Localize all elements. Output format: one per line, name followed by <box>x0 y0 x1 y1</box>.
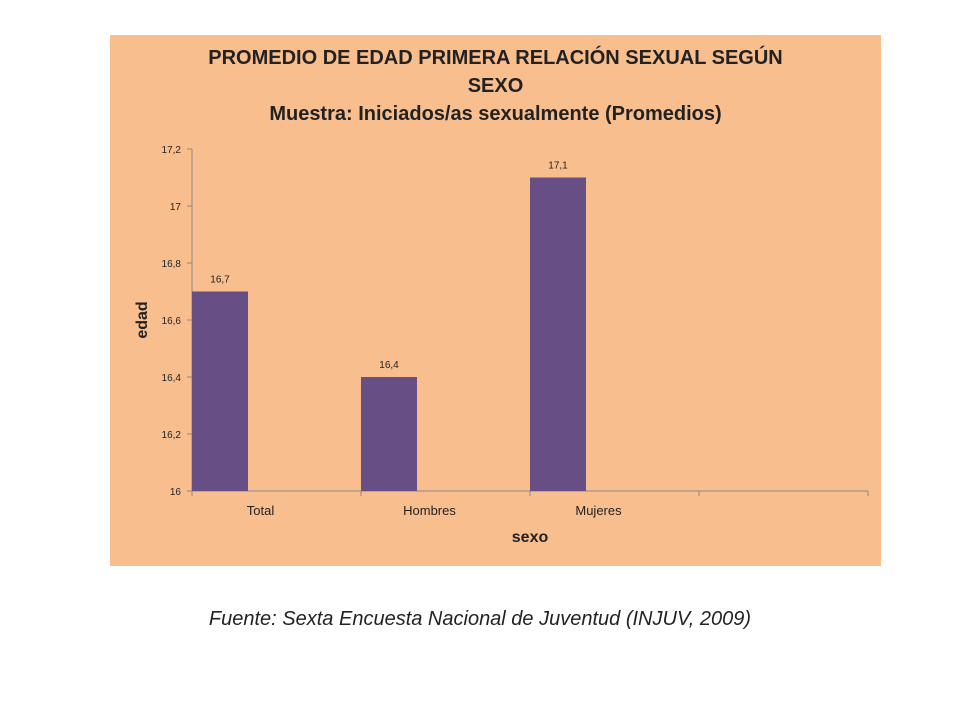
source-note: Fuente: Sexta Encuesta Nacional de Juven… <box>208 608 752 630</box>
data-label: 16,4 <box>379 360 399 371</box>
y-tick-label: 16,8 <box>162 259 182 270</box>
chart-title-line-2: SEXO <box>467 75 524 97</box>
data-label: 16,7 <box>210 275 230 286</box>
x-tick-label: Mujeres <box>575 503 622 518</box>
data-labels: 16,7 16,4 17,1 <box>210 161 568 372</box>
x-tick-label: Total <box>247 503 275 518</box>
y-tick-label: 17,2 <box>162 145 182 156</box>
chart-title-line-1: PROMEDIO DE EDAD PRIMERA RELACIÓN SEXUAL… <box>208 47 783 69</box>
chart-subtitle: Muestra: Iniciados/as sexualmente (Prome… <box>269 103 722 125</box>
bars <box>192 177 586 491</box>
y-tick-label: 16,4 <box>162 373 182 384</box>
y-axis: 16 16,2 16,4 16,6 16,8 17 17,2 <box>162 145 193 498</box>
y-tick-label: 16,2 <box>162 430 182 441</box>
chart-title: PROMEDIO DE EDAD PRIMERA RELACIÓN SEXUAL… <box>110 44 881 128</box>
x-axis: Total Hombres Mujeres <box>191 490 869 518</box>
y-tick-label: 16,6 <box>162 316 182 327</box>
bar-mujeres <box>530 177 586 491</box>
x-axis-label: sexo <box>512 529 549 546</box>
bar-total <box>192 291 248 491</box>
x-tick-label: Hombres <box>403 503 456 518</box>
data-label: 17,1 <box>548 161 568 172</box>
bar-hombres <box>361 377 417 491</box>
y-axis-label: edad <box>134 301 151 338</box>
y-tick-label: 16 <box>170 487 182 498</box>
y-tick-label: 17 <box>170 202 182 213</box>
